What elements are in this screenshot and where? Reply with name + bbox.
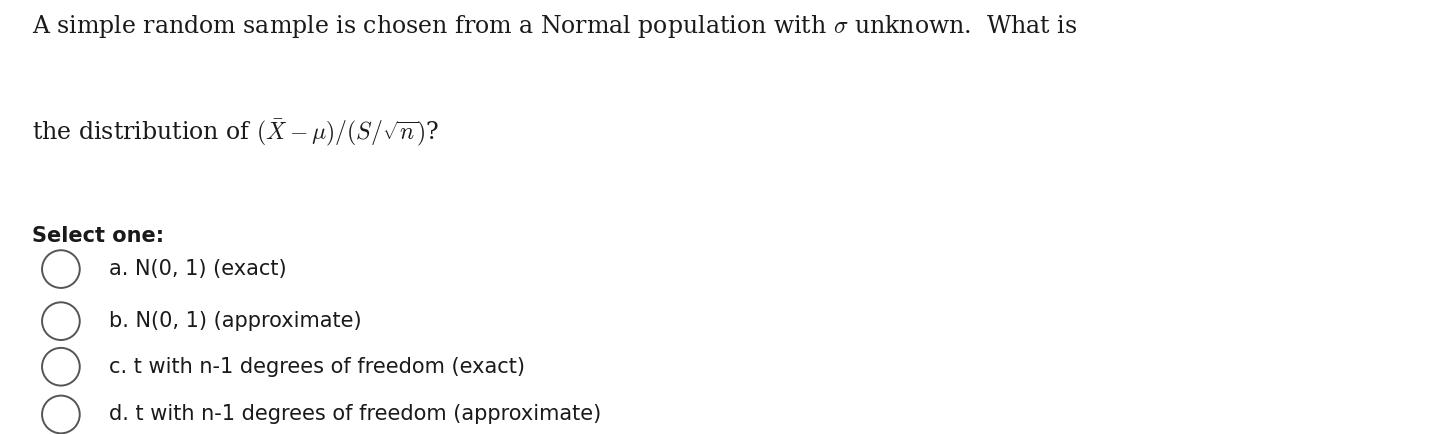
Text: d. t with n-1 degrees of freedom (approximate): d. t with n-1 degrees of freedom (approx…	[109, 404, 600, 424]
Text: the distribution of $(\bar{X} - \mu)/(S/\sqrt{n})$?: the distribution of $(\bar{X} - \mu)/(S/…	[32, 117, 439, 148]
Text: b. N(0, 1) (approximate): b. N(0, 1) (approximate)	[109, 311, 361, 331]
Text: a. N(0, 1) (exact): a. N(0, 1) (exact)	[109, 259, 286, 279]
Text: c. t with n-1 degrees of freedom (exact): c. t with n-1 degrees of freedom (exact)	[109, 357, 525, 377]
Text: Select one:: Select one:	[32, 226, 164, 246]
Text: A simple random sample is chosen from a Normal population with $\sigma$ unknown.: A simple random sample is chosen from a …	[32, 13, 1077, 40]
